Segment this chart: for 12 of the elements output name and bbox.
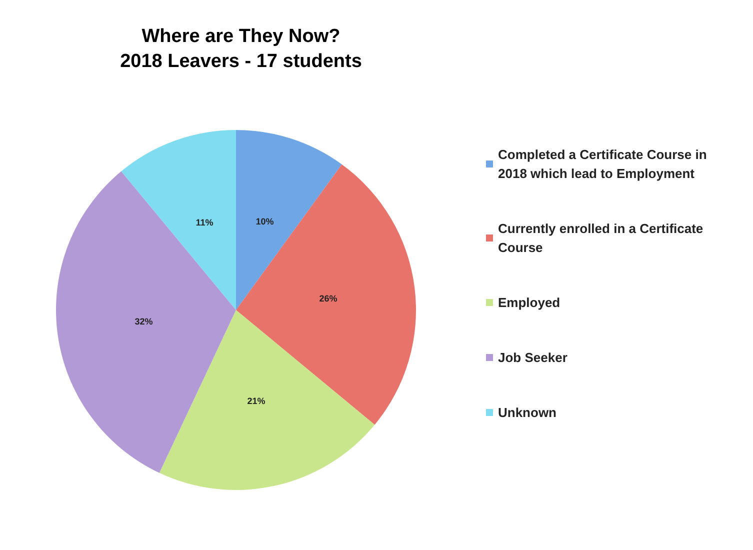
legend-label: Employed xyxy=(498,295,560,310)
legend-label: Completed a Certificate Course in 2018 which lead to Employment xyxy=(498,147,710,181)
legend-label: Unknown xyxy=(498,405,557,420)
data-label: 21% xyxy=(247,396,266,406)
data-label: 11% xyxy=(196,218,214,228)
data-label: 10% xyxy=(256,216,274,227)
chart-subtitle: 2018 Leavers - 17 students xyxy=(120,51,362,72)
data-label: 32% xyxy=(134,316,153,327)
legend-label: Currently enrolled in a Certificate Course xyxy=(498,221,707,255)
legend-label: Job Seeker xyxy=(498,350,568,365)
chart-title: Where are They Now? xyxy=(142,26,340,47)
data-label: 26% xyxy=(319,293,338,304)
